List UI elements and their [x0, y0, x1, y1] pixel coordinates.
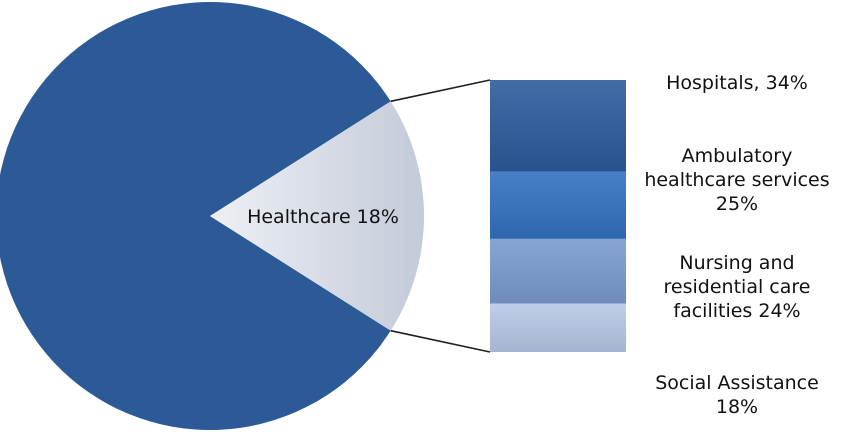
bar-segment-shade-0 [490, 80, 626, 172]
pie [0, 2, 424, 430]
bar-segment-label-line: facilities 24% [673, 300, 800, 322]
bar-segment-label-line: healthcare services [644, 169, 829, 191]
bar-segment-label-line: Nursing and [679, 252, 794, 274]
bar-segment-label-line: Hospitals, 34% [666, 72, 808, 94]
bar-segment-label-2: Nursing and residential care facilities 24… [664, 252, 811, 322]
pie-slice-healthcare [210, 101, 424, 331]
connector-line-bottom [390, 329, 491, 353]
bar-segment-label-line: residential care [664, 276, 811, 298]
connector-line-top [390, 79, 491, 103]
bar-segment-label-0: Hospitals, 34% [666, 72, 808, 94]
pie-slice-main [0, 2, 391, 430]
bar-segment-label-line: Ambulatory [682, 145, 793, 167]
bar-segment-label-3: Social Assistance 18% [655, 372, 819, 418]
bar-segment-shade-1 [490, 171, 626, 239]
bar-segment-label-line: Social Assistance [655, 372, 819, 394]
bar-segment-shade-3 [490, 303, 626, 352]
pie-slice-label: Healthcare 18% [247, 206, 399, 228]
bar-segment-shade-2 [490, 238, 626, 304]
breakdown-bar [490, 80, 626, 352]
connector-lines [390, 79, 491, 353]
bar-segment-label-1: Ambulatory healthcare services 25% [644, 145, 829, 215]
labels: Healthcare 18% Hospitals, 34% Ambulatory he… [247, 72, 830, 418]
bar-segment-label-line: 18% [716, 396, 758, 418]
bar-segment-label-line: 25% [716, 193, 758, 215]
